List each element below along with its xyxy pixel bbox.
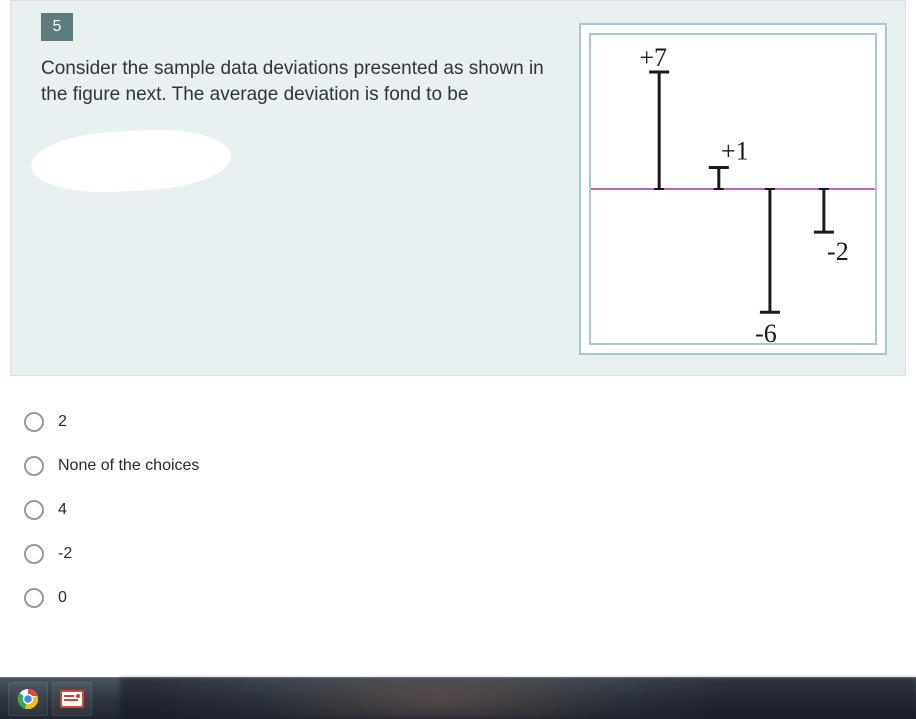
chrome-icon xyxy=(17,688,39,710)
question-card: 5 Consider the sample data deviations pr… xyxy=(10,0,906,376)
taskbar[interactable] xyxy=(0,677,916,719)
option-opt-neg2[interactable]: -2 xyxy=(18,532,898,576)
svg-text:+7: +7 xyxy=(639,43,667,72)
question-text: Consider the sample data deviations pres… xyxy=(41,56,551,107)
taskbar-icon-chrome[interactable] xyxy=(8,682,48,716)
question-number-badge: 5 xyxy=(41,13,73,41)
option-opt-0[interactable]: 0 xyxy=(18,576,898,620)
radio-icon[interactable] xyxy=(24,544,44,564)
option-opt-2[interactable]: 2 xyxy=(18,400,898,444)
figure-frame-inner: +7 +1 -6 -2 xyxy=(589,33,877,345)
option-label: None of the choices xyxy=(58,457,199,475)
figure-frame-outer: +7 +1 -6 -2 xyxy=(579,23,887,355)
radio-icon[interactable] xyxy=(24,588,44,608)
svg-text:-2: -2 xyxy=(827,237,849,266)
option-opt-4[interactable]: 4 xyxy=(18,488,898,532)
taskbar-blur xyxy=(120,678,916,719)
radio-icon[interactable] xyxy=(24,456,44,476)
deviation-figure: +7 +1 -6 -2 xyxy=(591,35,875,343)
powerpoint-icon xyxy=(60,688,84,710)
option-label: 0 xyxy=(58,589,67,607)
page-root: 5 Consider the sample data deviations pr… xyxy=(0,0,916,719)
option-opt-none[interactable]: None of the choices xyxy=(18,444,898,488)
radio-icon[interactable] xyxy=(24,500,44,520)
redaction-blob xyxy=(30,126,233,196)
svg-text:-6: -6 xyxy=(755,319,777,343)
svg-text:+1: +1 xyxy=(721,136,749,165)
option-label: 4 xyxy=(58,501,67,519)
option-label: -2 xyxy=(58,545,72,563)
taskbar-icon-powerpoint[interactable] xyxy=(52,682,92,716)
answer-options: 2 None of the choices 4 -2 0 xyxy=(18,400,898,620)
radio-icon[interactable] xyxy=(24,412,44,432)
option-label: 2 xyxy=(58,413,67,431)
question-number: 5 xyxy=(53,18,62,36)
